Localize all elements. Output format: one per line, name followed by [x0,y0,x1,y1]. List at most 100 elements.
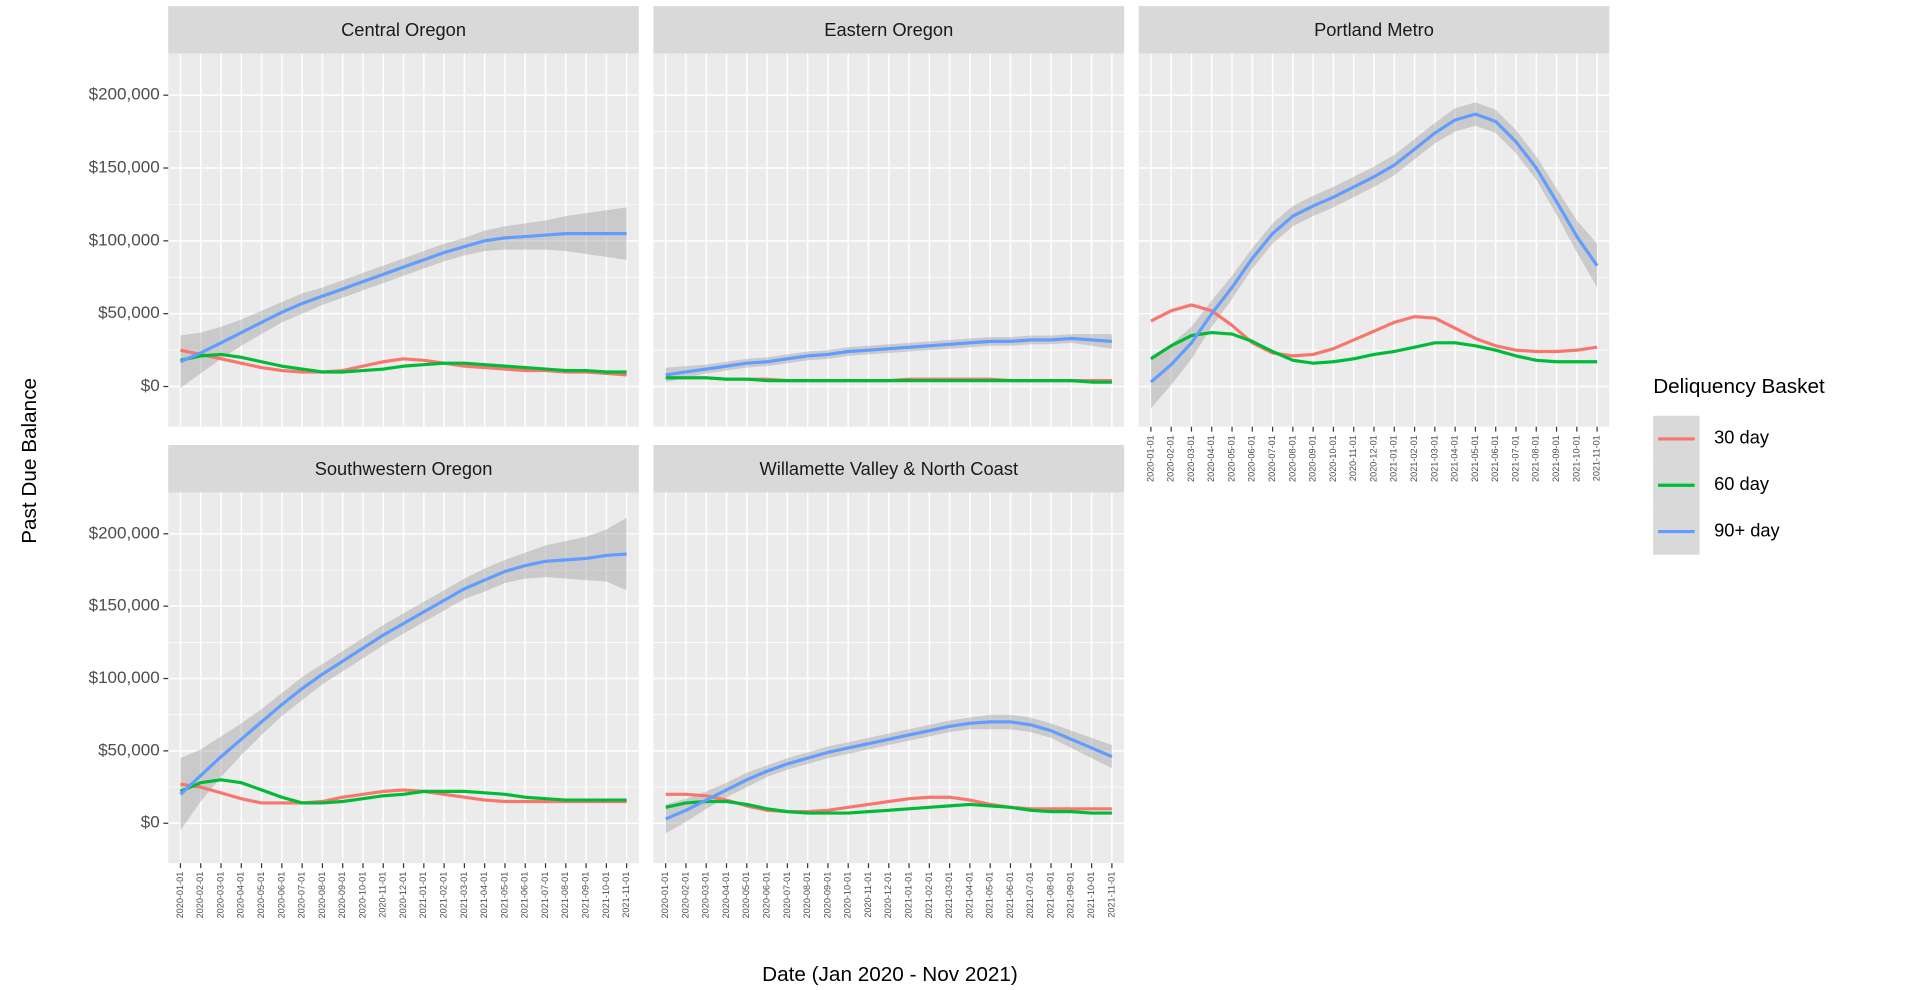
x-tick-label: 2021-11-01 [1592,435,1602,481]
y-tick-label: $0 [141,376,160,395]
x-tick-label: 2020-12-01 [1368,435,1378,482]
x-tick-label: 2020-09-01 [1308,435,1318,482]
x-tick-label: 2021-08-01 [1531,435,1541,482]
x-tick-label: 2020-12-01 [883,872,893,919]
series-line [665,799,1112,815]
x-tick-label: 2021-11-01 [621,872,631,918]
series-line [180,352,627,374]
x-tick-label: 2020-09-01 [822,872,832,919]
x-tick-label: 2020-04-01 [721,872,731,919]
x-tick-label: 2020-03-01 [1186,435,1196,482]
x-tick-label: 2021-01-01 [903,872,913,919]
x-tick-label: 2021-07-01 [1025,872,1035,919]
x-tick-label: 2020-03-01 [701,872,711,919]
x-tick-label: 2021-08-01 [560,872,570,919]
y-tick-label: $50,000 [98,303,160,322]
strip [653,6,1125,54]
x-tick-label: 2020-10-01 [1328,435,1338,482]
x-tick-label: 2020-06-01 [1247,435,1257,482]
confidence-band [180,207,627,388]
x-tick-label: 2021-04-01 [1450,435,1460,482]
confidence-band [180,517,627,831]
x-tick-label: 2021-06-01 [1490,435,1500,482]
x-tick-label: 2021-07-01 [1510,435,1520,482]
series-line [665,720,1113,821]
y-tick-label: $100,000 [89,230,160,249]
x-tick-label: 2020-02-01 [195,872,205,919]
panel-title: Central Oregon [341,19,466,40]
strip [1138,6,1610,54]
x-tick-label: 2021-09-01 [1066,872,1076,919]
x-tick-label: 2021-05-01 [499,872,509,919]
x-tick-label: 2020-08-01 [1287,435,1297,482]
x-tick-label: 2021-01-01 [1389,435,1399,482]
x-tick-label: 2020-08-01 [317,872,327,919]
panel-title: Willamette Valley & North Coast [760,458,1019,479]
x-tick-label: 2020-09-01 [337,872,347,919]
x-tick-label: 2021-09-01 [1551,435,1561,482]
x-tick-label: 2020-11-01 [1348,435,1358,481]
x-tick-label: 2021-01-01 [418,872,428,919]
x-tick-label: 2020-07-01 [1267,435,1277,482]
x-tick-label: 2021-03-01 [1429,435,1439,482]
x-tick-label: 2020-08-01 [802,872,812,919]
y-tick-label: $0 [141,813,160,832]
y-tick-label: $200,000 [89,85,160,104]
x-tick-label: 2020-01-01 [660,872,670,919]
series-line [179,778,627,805]
series-line [1150,303,1598,358]
x-tick-label: 2021-02-01 [924,872,934,919]
x-tick-label: 2020-11-01 [863,872,873,918]
y-axis-title: Past Due Balance [18,378,41,544]
series-line [1150,331,1598,365]
x-tick-label: 2021-08-01 [1045,872,1055,919]
x-tick-label: 2021-09-01 [581,872,591,919]
x-tick-label: 2021-11-01 [1106,872,1116,918]
x-tick-label: 2020-07-01 [782,872,792,919]
x-tick-label: 2020-01-01 [175,872,185,919]
series-line [180,782,627,805]
x-tick-label: 2020-05-01 [741,872,751,919]
x-tick-label: 2021-03-01 [944,872,954,919]
x-tick-label: 2021-10-01 [1086,872,1096,919]
legend-label: 90+ day [1714,519,1780,540]
y-tick-label: $100,000 [89,668,160,687]
x-tick-label: 2020-12-01 [398,872,408,919]
series-line [665,376,1112,384]
y-tick-label: $150,000 [89,158,160,177]
y-tick-label: $150,000 [89,596,160,615]
series-line [1149,112,1599,384]
x-tick-label: 2021-02-01 [439,872,449,919]
y-tick-label: $200,000 [89,523,160,542]
x-tick-label: 2021-05-01 [1470,435,1480,482]
x-tick-label: 2020-06-01 [762,872,772,919]
x-tick-label: 2021-04-01 [964,872,974,919]
x-tick-label: 2021-07-01 [540,872,550,919]
strip [168,6,639,54]
panel-title: Eastern Oregon [824,19,953,40]
x-tick-label: 2021-06-01 [1005,872,1015,919]
x-tick-label: 2021-10-01 [1571,435,1581,482]
x-axis-title: Date (Jan 2020 - Nov 2021) [762,963,1018,986]
x-tick-label: 2021-06-01 [520,872,530,919]
x-tick-label: 2020-03-01 [215,872,225,919]
strip [168,445,639,493]
x-tick-label: 2020-04-01 [1206,435,1216,482]
x-tick-label: 2020-05-01 [1226,435,1236,482]
x-tick-label: 2020-07-01 [297,872,307,919]
x-tick-label: 2021-03-01 [459,872,469,919]
series-line [179,552,627,796]
legend-label: 30 day [1714,427,1770,448]
x-tick-label: 2020-11-01 [378,872,388,918]
x-tick-label: 2020-01-01 [1145,435,1155,482]
y-tick-label: $50,000 [98,740,160,759]
panel-title: Southwestern Oregon [315,458,493,479]
x-tick-label: 2021-10-01 [601,872,611,919]
x-tick-label: 2020-04-01 [236,872,246,919]
panel-title: Portland Metro [1314,19,1434,40]
x-tick-label: 2020-02-01 [680,872,690,919]
x-tick-label: 2021-04-01 [479,872,489,919]
x-tick-label: 2020-05-01 [256,872,266,919]
x-tick-label: 2021-05-01 [985,872,995,919]
